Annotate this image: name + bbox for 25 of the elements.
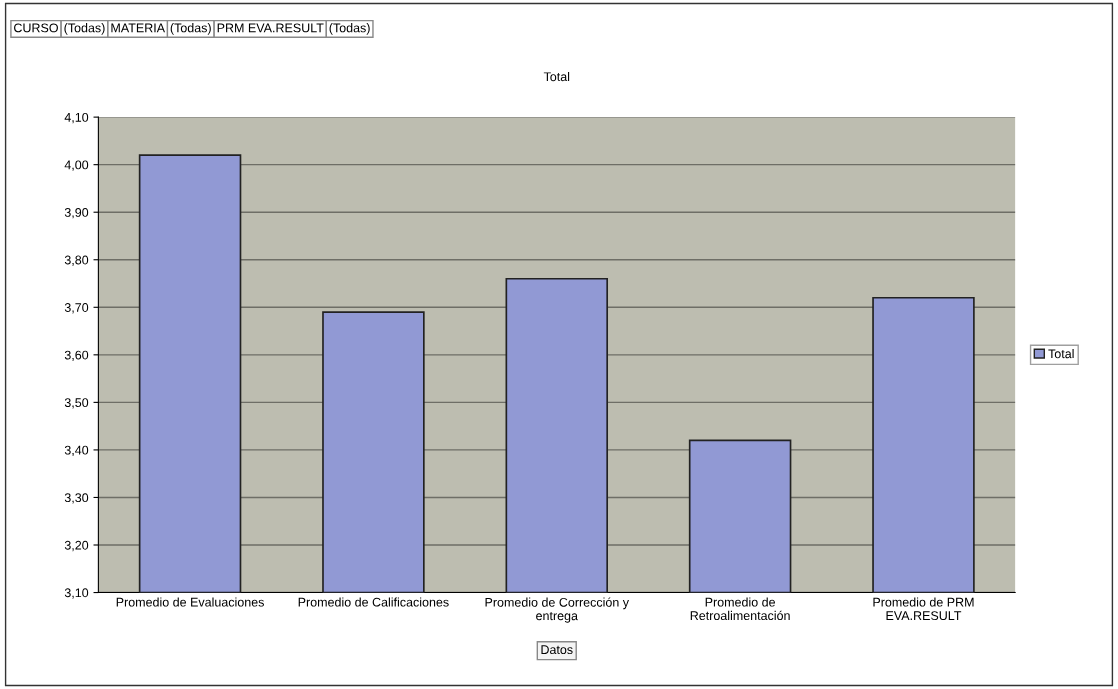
y-tick-label: 3,10: [64, 588, 89, 599]
y-tick-label: 3,40: [64, 445, 89, 457]
text: (Todas): [170, 23, 211, 35]
chart-title: Total: [543, 71, 570, 82]
y-tick-label: 3,90: [64, 208, 89, 219]
text: MATERIA: [111, 23, 166, 33]
x-tick-label: Promedio de PRM EVA.RESULT: [873, 597, 974, 621]
text: CURSO: [14, 23, 58, 33]
legend-label: Total: [1048, 349, 1074, 359]
x-tick-label: Promedio de Evaluaciones: [116, 597, 264, 607]
y-tick-label: 4,10: [64, 112, 89, 124]
x-tick-label: Promedio de Retroalimentación: [690, 597, 790, 621]
y-tick-label: 3,60: [64, 350, 89, 361]
y-tick-label: 3,70: [64, 303, 89, 314]
y-tick-label: 3,50: [64, 398, 89, 409]
x-tick-label: Promedio de Calificaciones: [298, 597, 449, 607]
x-axis-title: Datos: [541, 645, 573, 655]
y-tick-label: 3,30: [64, 493, 89, 504]
text: (Todas): [64, 23, 105, 35]
y-tick-label: 3,80: [64, 255, 89, 266]
x-tick-label: Promedio de Corrección y entrega: [485, 597, 629, 623]
text: (Todas): [329, 23, 370, 35]
y-tick-label: 3,20: [64, 540, 89, 552]
text: PRM EVA.RESULT: [217, 23, 324, 33]
y-tick-label: 4,00: [64, 160, 89, 171]
